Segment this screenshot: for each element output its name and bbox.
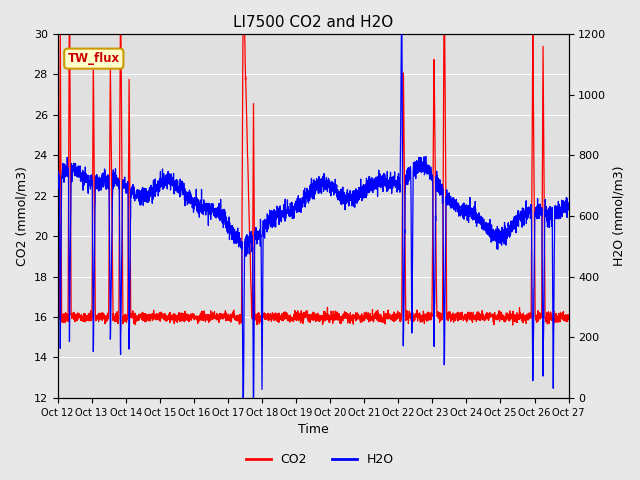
- Title: LI7500 CO2 and H2O: LI7500 CO2 and H2O: [233, 15, 393, 30]
- Y-axis label: CO2 (mmol/m3): CO2 (mmol/m3): [15, 166, 28, 266]
- Y-axis label: H2O (mmol/m3): H2O (mmol/m3): [612, 166, 625, 266]
- Legend: CO2, H2O: CO2, H2O: [241, 448, 399, 471]
- Text: TW_flux: TW_flux: [68, 52, 120, 65]
- X-axis label: Time: Time: [298, 423, 328, 436]
